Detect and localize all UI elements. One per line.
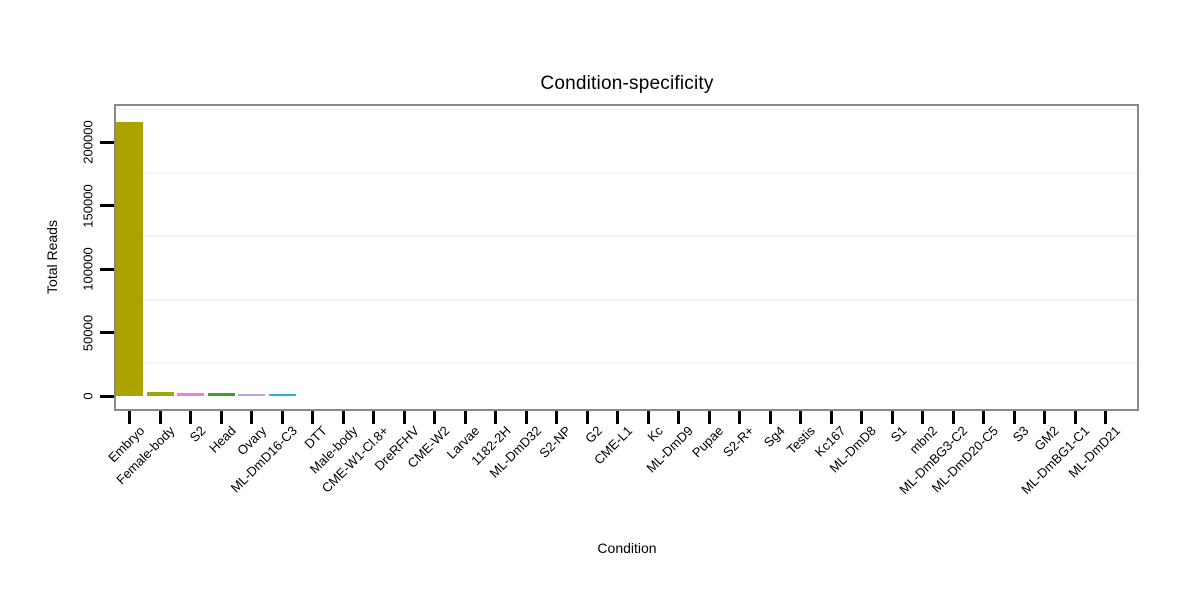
x-tick bbox=[250, 411, 253, 424]
minor-gridline bbox=[116, 362, 1137, 365]
x-tick bbox=[890, 411, 894, 424]
x-tick bbox=[1073, 411, 1077, 424]
x-tick bbox=[524, 411, 528, 424]
x-tick bbox=[189, 411, 192, 424]
x-tick-label: Head bbox=[206, 423, 239, 456]
x-tick bbox=[768, 411, 772, 424]
x-tick bbox=[158, 411, 162, 424]
plot-panel bbox=[114, 104, 1139, 411]
x-tick-label: S1 bbox=[887, 423, 910, 445]
x-tick-label: G2 bbox=[581, 423, 605, 446]
minor-gridline bbox=[116, 298, 1137, 301]
x-tick bbox=[860, 411, 863, 424]
x-tick bbox=[402, 411, 406, 424]
x-tick bbox=[372, 411, 375, 424]
x-tick bbox=[585, 411, 589, 424]
bar-head bbox=[207, 393, 235, 396]
y-tick bbox=[100, 331, 114, 334]
x-axis-label: Condition bbox=[597, 540, 657, 556]
x-tick bbox=[951, 411, 955, 424]
x-tick bbox=[829, 411, 833, 424]
x-tick bbox=[128, 411, 131, 424]
minor-gridline bbox=[116, 235, 1137, 238]
x-tick-label: S2 bbox=[186, 423, 209, 445]
minor-gridline bbox=[116, 108, 1137, 111]
x-tick bbox=[463, 411, 467, 424]
x-tick-label: Pupae bbox=[689, 423, 727, 461]
x-tick bbox=[1012, 411, 1016, 424]
x-tick bbox=[341, 411, 345, 424]
y-tick bbox=[100, 204, 114, 207]
x-tick-label: Kc bbox=[644, 423, 666, 445]
y-tick-label: 50000 bbox=[80, 314, 96, 351]
x-tick bbox=[921, 411, 924, 424]
bar-ovary bbox=[238, 393, 265, 396]
x-tick bbox=[646, 411, 650, 424]
x-tick bbox=[555, 411, 558, 424]
y-tick-label: 150000 bbox=[80, 183, 96, 228]
minor-gridline bbox=[116, 171, 1137, 174]
bar-ml-dmd16-c3 bbox=[268, 393, 296, 396]
x-tick bbox=[1043, 411, 1046, 424]
x-tick bbox=[738, 411, 741, 424]
x-tick bbox=[616, 411, 619, 424]
x-tick-label: Testis bbox=[783, 423, 819, 458]
y-tick-label: 0 bbox=[80, 392, 96, 400]
x-tick bbox=[219, 411, 223, 424]
bar-s2 bbox=[177, 392, 204, 396]
x-tick-label: S3 bbox=[1009, 423, 1032, 445]
x-tick-label: S2-R+ bbox=[720, 423, 758, 460]
x-tick bbox=[1104, 411, 1107, 424]
y-tick-label: 200000 bbox=[80, 120, 96, 164]
x-tick bbox=[799, 411, 802, 424]
y-tick bbox=[100, 394, 114, 398]
bar-female-body bbox=[146, 392, 174, 396]
chart-title: Condition-specificity bbox=[540, 73, 714, 94]
y-tick bbox=[100, 267, 114, 271]
x-tick bbox=[982, 411, 985, 424]
x-tick bbox=[280, 411, 284, 424]
x-tick bbox=[311, 411, 314, 424]
x-tick bbox=[677, 411, 680, 424]
x-tick bbox=[433, 411, 436, 424]
y-tick bbox=[100, 140, 114, 144]
y-tick-label: 100000 bbox=[80, 247, 96, 291]
x-tick bbox=[494, 411, 497, 424]
bar-embryo bbox=[116, 121, 143, 396]
x-tick-label: S2-NP bbox=[536, 423, 575, 461]
x-tick bbox=[707, 411, 711, 424]
y-axis-label: Total Reads bbox=[44, 220, 60, 294]
